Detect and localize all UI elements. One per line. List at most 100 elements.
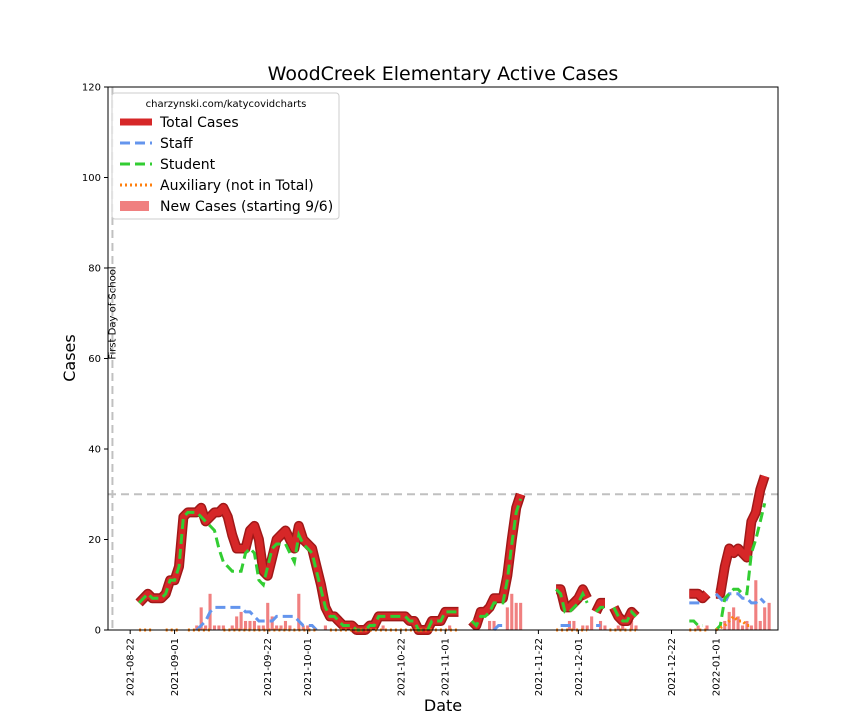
legend-label: Student bbox=[160, 157, 216, 173]
legend-credit: charzynski.com/katycovidcharts bbox=[146, 99, 307, 110]
student-line bbox=[689, 619, 703, 627]
new-cases-bar bbox=[275, 625, 279, 630]
legend-label: Total Cases bbox=[159, 115, 239, 131]
new-cases-bar bbox=[505, 607, 509, 630]
plot-area: First Day of School bbox=[107, 87, 778, 635]
new-cases-bar bbox=[616, 625, 620, 630]
y-axis-title: Cases bbox=[60, 334, 79, 382]
new-cases-bar bbox=[745, 620, 749, 630]
new-cases-bar bbox=[634, 625, 638, 630]
new-cases-bar bbox=[448, 625, 452, 630]
new-cases-bar bbox=[585, 625, 589, 630]
new-cases-bar bbox=[740, 625, 745, 630]
new-cases-bar bbox=[621, 625, 625, 630]
new-cases-bar bbox=[723, 620, 727, 630]
auxiliary-line bbox=[715, 614, 752, 632]
new-cases-bar bbox=[301, 625, 305, 630]
x-axis-title: Date bbox=[424, 696, 462, 715]
y-tick-label: 40 bbox=[88, 445, 101, 456]
legend-swatch-new-cases bbox=[120, 201, 149, 211]
new-cases-bar bbox=[381, 625, 385, 630]
new-cases-bar bbox=[195, 625, 199, 630]
new-cases-bar bbox=[235, 616, 239, 630]
new-cases-bar bbox=[767, 602, 771, 630]
chart-title: WoodCreek Elementary Active Cases bbox=[268, 63, 619, 85]
new-cases-bar bbox=[488, 620, 492, 630]
new-cases-bar bbox=[306, 625, 310, 630]
staff-line bbox=[714, 592, 766, 606]
new-cases-bar bbox=[749, 625, 753, 630]
y-tick-label: 80 bbox=[88, 264, 101, 275]
new-cases-bar bbox=[248, 620, 252, 630]
y-tick-label: 120 bbox=[82, 83, 101, 94]
legend-label: New Cases (starting 9/6) bbox=[160, 199, 333, 215]
new-cases-bar bbox=[230, 625, 234, 630]
new-cases-bar bbox=[257, 625, 261, 630]
new-cases-bar bbox=[519, 602, 523, 630]
new-cases-bar bbox=[221, 625, 225, 630]
new-cases-bar bbox=[217, 625, 221, 630]
x-tick-label: 2022-01-01 bbox=[711, 638, 722, 696]
new-cases-bar bbox=[736, 616, 740, 630]
new-cases-bar bbox=[204, 625, 208, 630]
new-cases-bar bbox=[590, 616, 594, 630]
x-tick-label: 2021-08-22 bbox=[126, 638, 137, 696]
student-line bbox=[595, 605, 605, 613]
new-cases-bar bbox=[514, 602, 518, 630]
x-tick-label: 2021-09-22 bbox=[263, 638, 274, 696]
student-line bbox=[138, 510, 459, 632]
new-cases-bar bbox=[572, 620, 576, 630]
new-cases-bar bbox=[630, 620, 634, 630]
new-cases-bar bbox=[763, 607, 767, 630]
y-tick-label: 100 bbox=[82, 173, 101, 184]
new-cases-bar bbox=[732, 607, 736, 630]
legend-label: Staff bbox=[160, 136, 193, 152]
x-tick-label: 2021-10-22 bbox=[396, 638, 407, 696]
new-cases-bar bbox=[492, 620, 496, 630]
total-cases-line bbox=[556, 585, 591, 611]
total-cases-line bbox=[689, 590, 710, 602]
first-day-annotation: First Day of School bbox=[107, 266, 118, 359]
new-cases-bar bbox=[279, 625, 283, 630]
student-line bbox=[470, 498, 523, 629]
new-cases-bar bbox=[297, 593, 301, 630]
new-cases-bar bbox=[705, 625, 709, 630]
axes: 0 20 40 60 80 100 120 2021-08-22 2021-09-01 2021-… bbox=[82, 83, 779, 696]
y-tick-label: 60 bbox=[88, 354, 101, 365]
new-cases-bar bbox=[252, 620, 256, 630]
new-cases-bar bbox=[758, 620, 762, 630]
legend: charzynski.com/katycovidcharts Total Cas… bbox=[111, 92, 340, 220]
x-tick-label: 2021-11-01 bbox=[441, 638, 452, 696]
new-cases-bar bbox=[696, 625, 700, 630]
staff-line bbox=[492, 624, 503, 632]
new-cases-bar bbox=[212, 625, 217, 630]
total-cases-line bbox=[715, 475, 769, 598]
student-line bbox=[714, 502, 767, 632]
new-cases-bar bbox=[581, 625, 585, 630]
student-line bbox=[555, 588, 589, 614]
x-tick-label: 2021-09-01 bbox=[170, 638, 181, 696]
y-tick-label: 0 bbox=[95, 626, 101, 637]
x-tick-label: 2021-12-01 bbox=[574, 638, 585, 696]
new-cases-bar bbox=[323, 625, 327, 630]
legend-label: Auxiliary (not in Total) bbox=[160, 178, 314, 194]
new-cases-bar bbox=[283, 620, 288, 630]
new-cases-bar bbox=[266, 602, 270, 630]
new-cases-bar bbox=[754, 580, 758, 630]
new-cases-bar bbox=[510, 593, 514, 630]
new-cases-bar bbox=[243, 620, 248, 630]
legend-box bbox=[111, 92, 340, 220]
y-tick-label: 20 bbox=[88, 535, 101, 546]
staff-line bbox=[195, 605, 318, 632]
x-tick-label: 2021-11-22 bbox=[534, 638, 545, 696]
new-cases-bar bbox=[239, 611, 243, 630]
x-tick-label: 2021-10-01 bbox=[303, 638, 314, 696]
student-line bbox=[612, 606, 638, 623]
new-cases-bar bbox=[598, 620, 603, 630]
total-cases-line bbox=[469, 493, 524, 629]
new-cases-bar bbox=[603, 625, 607, 630]
x-tick-label: 2021-12-22 bbox=[667, 638, 678, 696]
new-cases-bar bbox=[270, 616, 274, 630]
new-cases-bar bbox=[261, 625, 265, 630]
